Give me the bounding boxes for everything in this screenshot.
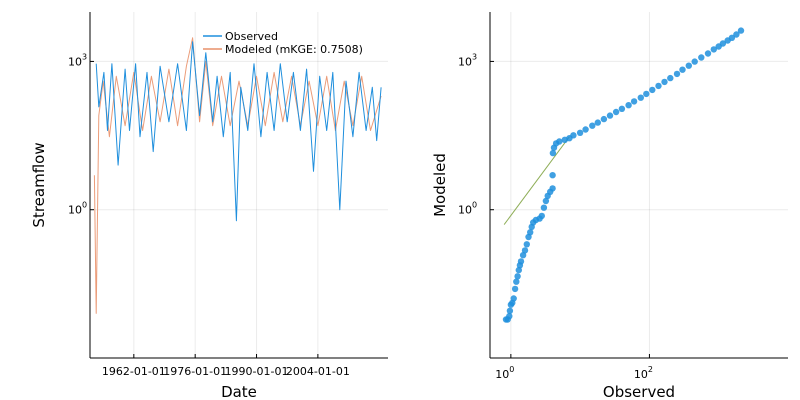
scatter-point [661, 78, 668, 86]
scatter-point [667, 74, 674, 82]
scatter-point [527, 229, 534, 236]
hydrograph-y-tick-label: 100 [68, 201, 87, 217]
scatter-point [570, 132, 577, 139]
scatter-point [655, 82, 662, 90]
scatter-point [691, 58, 698, 65]
scatter-point [733, 31, 740, 38]
scatter-point [719, 40, 727, 47]
scatter-point [625, 102, 632, 109]
scatter-point [710, 46, 717, 53]
scatter-point [582, 126, 589, 133]
legend-label-modeled: Modeled (mKGE: 0.7508) [225, 43, 363, 56]
hydrograph-x-tick-label: 1976-01-01 [163, 365, 227, 378]
scatter-point [514, 273, 521, 280]
hydrograph-grid [90, 12, 388, 358]
scatter-panel: 100 102 100 103 Observed Modeled [431, 12, 788, 400]
observed-line [95, 41, 382, 222]
scatter-point [511, 285, 519, 293]
scatter-point [589, 122, 596, 129]
scatter-point [517, 258, 525, 265]
scatter-point [649, 86, 656, 94]
scatter-point [630, 98, 638, 105]
scatter-point [506, 307, 514, 314]
scatter-point [737, 27, 745, 34]
legend: Observed Modeled (mKGE: 0.7508) [203, 30, 363, 56]
hydrograph-x-tick-label: 1990-01-01 [225, 365, 289, 378]
scatter-point [576, 129, 584, 136]
observed-series [95, 41, 382, 222]
scatter-y-tick-label: 103 [458, 52, 477, 68]
scatter-point [506, 313, 513, 320]
scatter-x-axis-label: Observed [603, 383, 675, 400]
scatter-point [523, 241, 530, 248]
scatter-point [513, 278, 520, 285]
scatter-point [519, 252, 527, 259]
scatter-point [515, 266, 522, 274]
scatter-y-tick-label: 100 [458, 201, 477, 217]
scatter-point [643, 90, 650, 98]
hydrograph-panel: 1962-01-011976-01-011990-01-012004-01-01… [30, 12, 388, 400]
scatter-point [556, 138, 563, 145]
scatter-point [542, 197, 550, 205]
hydrograph-y-axis-label: Streamflow [30, 142, 48, 227]
scatter-x-tick-label: 100 [495, 365, 514, 381]
scatter-point [679, 66, 686, 73]
scatter-point [549, 185, 556, 192]
scatter-point [618, 105, 626, 113]
scatter-y-ticks: 100 103 [458, 52, 494, 217]
scatter-point [637, 94, 644, 101]
scatter-point [594, 119, 601, 126]
scatter-point [510, 295, 517, 302]
one-to-one-line [503, 136, 570, 225]
scatter-point [704, 50, 712, 57]
scatter-point [673, 70, 681, 78]
scatter-point [540, 204, 548, 211]
scatter-point [521, 247, 529, 254]
scatter-x-ticks: 100 102 [495, 354, 653, 381]
hydrograph-y-ticks: 100 103 [68, 52, 94, 217]
modeled-line [93, 37, 382, 314]
hydrograph-x-axis-label: Date [221, 383, 257, 400]
scatter-point [728, 34, 736, 41]
legend-label-observed: Observed [225, 30, 278, 43]
scatter-point [612, 108, 620, 116]
hydrograph-x-tick-label: 2004-01-01 [286, 365, 350, 378]
scatter-point [600, 115, 608, 123]
hydrograph-y-tick-label: 103 [68, 52, 87, 68]
scatter-point [606, 112, 614, 119]
modeled-series [93, 37, 382, 314]
scatter-points [502, 27, 745, 323]
scatter-y-axis-label: Modeled [431, 153, 449, 217]
scatter-point [685, 62, 692, 69]
scatter-point [549, 149, 557, 157]
scatter-point [538, 212, 545, 220]
hydrograph-x-tick-label: 1962-01-01 [102, 365, 166, 378]
scatter-point [549, 172, 556, 179]
scatter-point [698, 54, 705, 61]
scatter-grid [490, 12, 788, 358]
scatter-x-tick-label: 102 [634, 365, 653, 381]
